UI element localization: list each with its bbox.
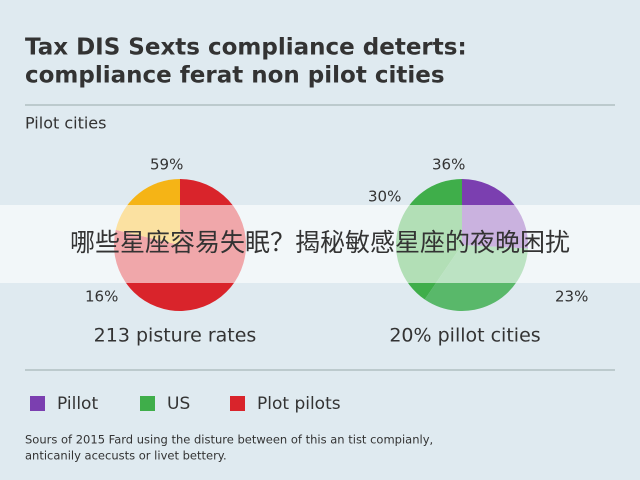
legend-swatch — [230, 396, 245, 411]
value-label: 30% — [368, 188, 401, 206]
value-label: 59% — [150, 156, 183, 174]
subtitle: Pilot cities — [25, 114, 106, 133]
legend-label: Plot pilots — [257, 394, 341, 414]
overlay-banner — [0, 205, 640, 283]
pie-caption: 20% pillot cities — [389, 325, 540, 347]
title-line: compliance ferat non pilot cities — [25, 63, 445, 89]
value-label: 36% — [432, 156, 465, 174]
footnote: Sours of 2015 Fard using the disture bet… — [25, 433, 433, 447]
overlay-text: 哪些星座容易失眠？揭秘敏感星座的夜晚困扰 — [70, 228, 570, 257]
legend-swatch — [140, 396, 155, 411]
legend-label: US — [167, 394, 190, 414]
footnote: anticanily acecusts or livet bettery. — [25, 449, 227, 463]
legend-label: Pillot — [57, 394, 98, 414]
value-label: 16% — [85, 288, 118, 306]
value-label: 23% — [555, 288, 588, 306]
pie-caption: 213 pisture rates — [94, 325, 257, 347]
title-line: Tax DIS Sexts compliance deterts: — [25, 35, 467, 61]
legend-swatch — [30, 396, 45, 411]
